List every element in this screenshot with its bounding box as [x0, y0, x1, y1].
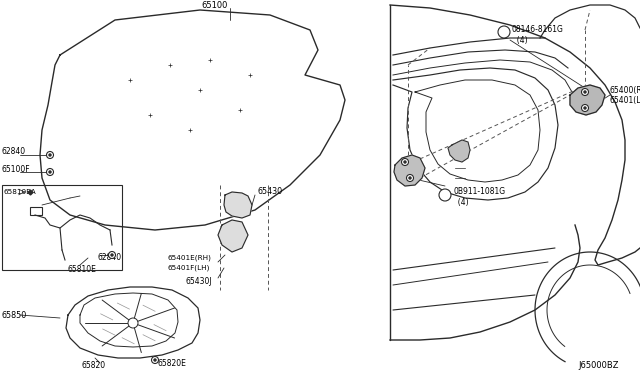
Polygon shape [224, 192, 252, 218]
Circle shape [47, 151, 54, 158]
Text: 0B911-1081G: 0B911-1081G [453, 187, 505, 196]
Text: (4): (4) [512, 35, 527, 45]
Circle shape [404, 161, 406, 163]
Text: 65430: 65430 [258, 187, 283, 196]
Circle shape [47, 169, 54, 176]
Circle shape [439, 189, 451, 201]
Polygon shape [570, 85, 605, 115]
Text: 65820E: 65820E [158, 359, 187, 369]
Circle shape [582, 105, 589, 112]
Circle shape [49, 154, 51, 156]
Text: 65401(LH): 65401(LH) [610, 96, 640, 105]
Bar [30, 207, 42, 215]
Circle shape [406, 174, 413, 182]
Circle shape [128, 318, 138, 328]
Text: 65400(RH): 65400(RH) [610, 86, 640, 94]
Bar [2, 185, 122, 270]
Text: B: B [502, 29, 506, 35]
Text: (4): (4) [453, 198, 468, 206]
Circle shape [582, 89, 589, 96]
Polygon shape [448, 140, 470, 162]
Text: 65850: 65850 [2, 311, 28, 320]
Text: 62840: 62840 [2, 148, 26, 157]
Text: 65401F(LH): 65401F(LH) [168, 265, 211, 271]
Text: 65430J: 65430J [185, 278, 212, 286]
Text: 65820: 65820 [82, 360, 106, 369]
Circle shape [111, 254, 113, 256]
Text: N: N [443, 192, 447, 198]
Circle shape [401, 158, 408, 166]
Polygon shape [218, 220, 248, 252]
Text: J65000BZ: J65000BZ [578, 360, 618, 369]
Circle shape [584, 107, 586, 109]
Circle shape [154, 359, 156, 361]
Circle shape [152, 356, 159, 363]
Text: 08146-8161G: 08146-8161G [512, 26, 564, 35]
Text: 65810E: 65810E [68, 266, 97, 275]
Polygon shape [394, 155, 425, 186]
Text: 65810EA: 65810EA [3, 189, 36, 195]
Circle shape [49, 171, 51, 173]
Circle shape [109, 251, 115, 259]
Text: 65401E(RH): 65401E(RH) [168, 255, 212, 261]
Text: 62840: 62840 [98, 253, 122, 263]
Circle shape [409, 177, 412, 179]
Circle shape [498, 26, 510, 38]
Text: 65100: 65100 [202, 1, 228, 10]
Circle shape [584, 91, 586, 93]
Text: 65100F: 65100F [2, 166, 31, 174]
